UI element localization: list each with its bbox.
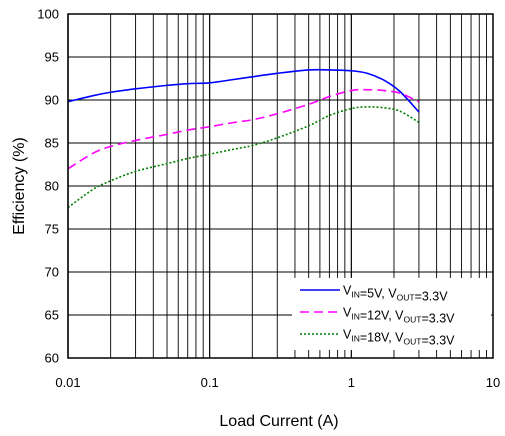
y-tick-label: 100: [37, 7, 59, 22]
plot-frame: [67, 13, 494, 359]
x-tick-label: 0.1: [201, 375, 219, 390]
x-tick-label: 10: [486, 375, 500, 390]
y-tick-label: 75: [45, 222, 59, 237]
y-tick-label: 65: [45, 308, 59, 323]
x-axis-label: Load Current (A): [219, 413, 338, 430]
series-line-1: [67, 68, 420, 113]
y-tick-label: 80: [45, 179, 59, 194]
y-tick-label: 85: [45, 136, 59, 151]
series-curves: [67, 68, 420, 209]
legend-label: VIN=18V, VOUT=3.3V: [343, 328, 455, 348]
y-axis-label: Efficiency (%): [11, 137, 28, 235]
series-line-3: [67, 106, 420, 209]
tick-labels: 60 65 70 75 80 85 90 95 100 0.01 0.1 1 10: [37, 7, 500, 391]
series-line-2: [67, 88, 420, 170]
y-tick-label: 95: [45, 50, 59, 65]
x-tick-label: 0.01: [55, 375, 80, 390]
y-tick-label: 70: [45, 265, 59, 280]
y-tick-label: 90: [45, 93, 59, 108]
legend-label: VIN=5V, VOUT=3.3V: [343, 284, 448, 304]
x-tick-label: 1: [348, 375, 355, 390]
y-tick-label: 60: [45, 351, 59, 366]
legend-label: VIN=12V, VOUT=3.3V: [343, 306, 455, 326]
